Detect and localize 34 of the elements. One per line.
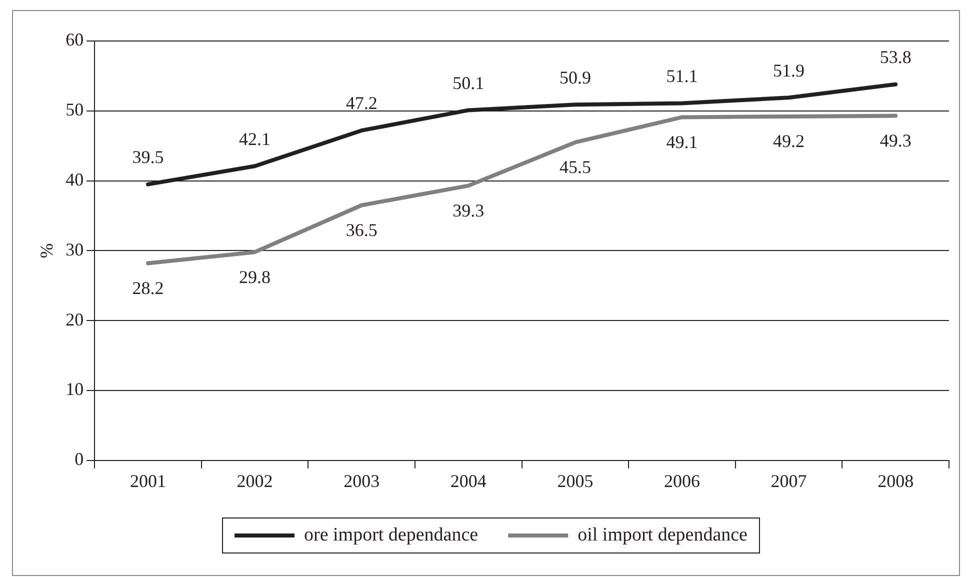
y-tick-label: 30 <box>66 239 84 260</box>
data-label: 50.9 <box>559 67 591 88</box>
x-tick-label: 2004 <box>450 470 486 491</box>
data-label: 47.2 <box>346 93 378 114</box>
data-label: 39.5 <box>132 147 164 168</box>
data-label: 50.1 <box>452 72 484 93</box>
data-label: 49.2 <box>773 131 805 152</box>
data-label: 49.1 <box>666 132 698 152</box>
data-label: 39.3 <box>452 200 484 220</box>
data-label: 53.8 <box>880 47 912 68</box>
data-label: 51.9 <box>773 60 805 80</box>
data-label: 28.2 <box>132 278 164 298</box>
data-label: 51.1 <box>666 66 698 86</box>
data-label: 29.8 <box>239 266 271 287</box>
legend-label: ore import dependance <box>304 524 478 546</box>
x-tick-label: 2001 <box>130 470 166 491</box>
legend-label: oil import dependance <box>578 524 748 546</box>
y-tick-label: 50 <box>66 100 84 120</box>
y-tick-label: 40 <box>66 170 84 190</box>
y-tick-label: 0 <box>74 449 84 470</box>
y-tick-label: 60 <box>66 30 84 50</box>
y-axis-title: % <box>36 243 57 258</box>
x-tick-label: 2002 <box>236 470 273 491</box>
data-label: 42.1 <box>239 128 271 149</box>
x-tick-label: 2003 <box>344 470 380 491</box>
y-tick-label: 20 <box>66 309 84 330</box>
data-label: 49.3 <box>880 130 912 151</box>
x-tick-label: 2005 <box>557 470 594 491</box>
x-tick-label: 2007 <box>770 470 807 491</box>
x-tick-label: 2008 <box>878 470 914 491</box>
x-tick-label: 2006 <box>664 470 700 491</box>
y-tick-label: 10 <box>66 379 84 400</box>
data-label: 45.5 <box>559 157 591 178</box>
data-label: 36.5 <box>346 220 378 240</box>
